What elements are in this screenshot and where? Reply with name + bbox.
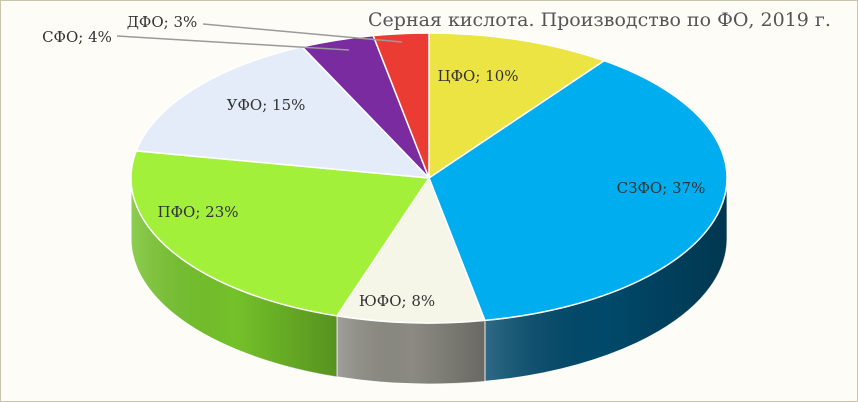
- pie-side-shade-СЗФО: [484, 178, 727, 382]
- chart-title: Серная кислота. Производство по ФО, 2019…: [368, 9, 831, 31]
- pie-side-shade-ПФО: [131, 178, 337, 377]
- pie-tops: [130, 32, 728, 324]
- pie-slice-ЦФО: [428, 32, 605, 179]
- pie-slice-СЗФО: [428, 59, 728, 322]
- pie-slice-ЮФО: [336, 177, 486, 324]
- data-label-ЮФО: ЮФО; 8%: [359, 292, 435, 310]
- pie-slice-ДФО: [372, 32, 430, 179]
- data-label-СЗФО: СЗФО; 37%: [617, 179, 706, 197]
- data-label-СФО: СФО; 4%: [42, 28, 112, 46]
- pie-slice-УФО: [135, 46, 430, 179]
- pie-slice-ПФО: [130, 150, 430, 317]
- pie-labels: ЦФО; 10% СЗФО; 37% ЮФО; 8% ПФО; 23% УФО; 15%…: [42, 13, 705, 310]
- pie-side-shade-ЮФО: [336, 315, 485, 384]
- data-label-ЦФО: ЦФО; 10%: [438, 67, 519, 85]
- leader-line-СФО: [116, 35, 350, 51]
- data-label-УФО: УФО; 15%: [227, 96, 306, 114]
- data-label-ДФО: ДФО; 3%: [127, 13, 198, 31]
- leader-line-ДФО: [202, 23, 403, 43]
- data-label-ПФО: ПФО; 23%: [158, 203, 239, 221]
